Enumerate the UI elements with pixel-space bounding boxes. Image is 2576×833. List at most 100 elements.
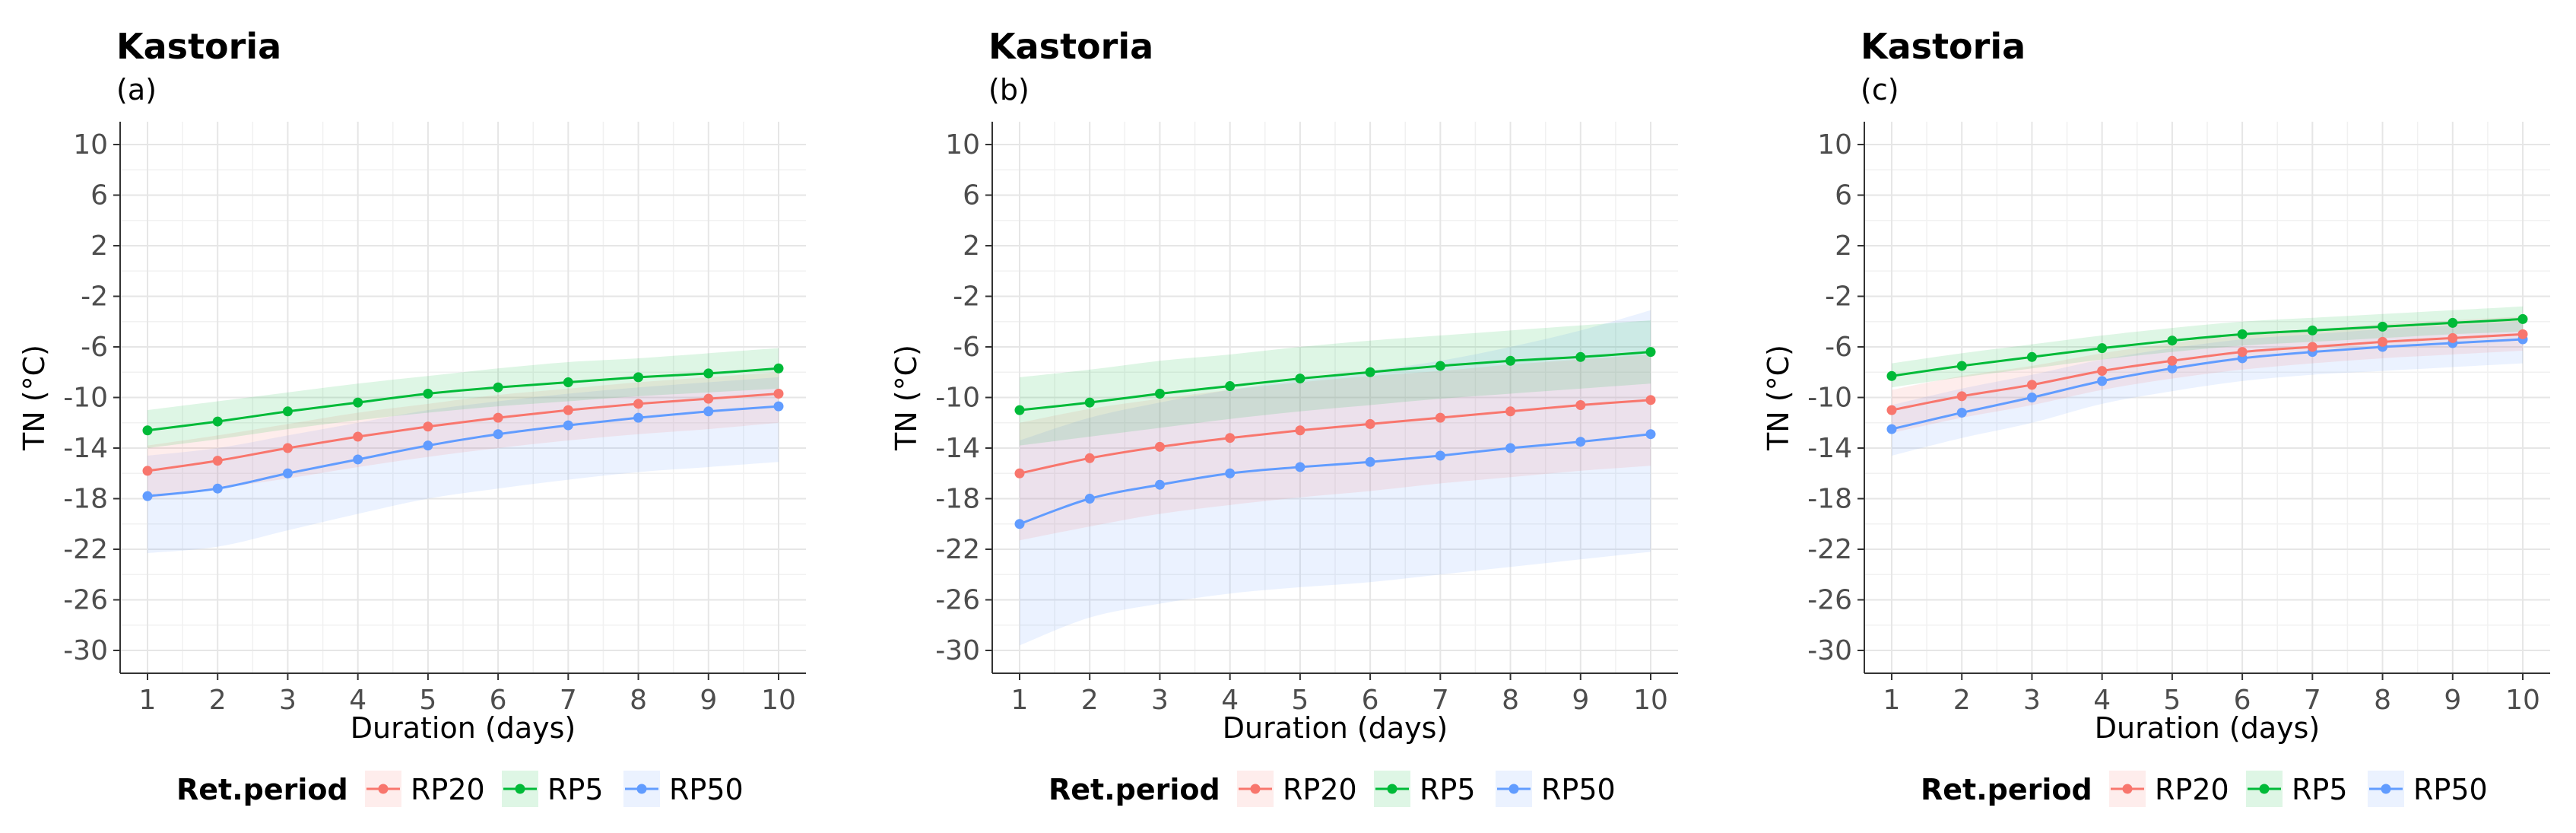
chart-subtitle: (b) xyxy=(988,73,1029,107)
y-tick-label: -22 xyxy=(63,534,108,565)
legend-key-point xyxy=(1250,784,1261,794)
x-tick-label: 9 xyxy=(700,685,717,716)
data-point-rp5 xyxy=(1154,389,1165,399)
data-point-rp20 xyxy=(142,466,153,476)
x-tick-label: 10 xyxy=(1633,685,1668,716)
data-point-rp5 xyxy=(703,368,714,379)
ribbon-rp50 xyxy=(1892,321,2523,456)
x-tick-label: 4 xyxy=(349,685,366,716)
ribbon-rp50 xyxy=(148,377,779,553)
data-point-rp5 xyxy=(282,406,293,417)
y-axis-title: TN (°C) xyxy=(17,345,51,451)
x-tick-label: 7 xyxy=(1432,685,1449,716)
ribbon-rp50 xyxy=(1020,310,1651,646)
data-point-rp50 xyxy=(1225,468,1236,478)
data-point-rp50 xyxy=(1886,424,1897,434)
data-point-rp20 xyxy=(1084,453,1095,463)
data-point-rp20 xyxy=(2026,380,2037,390)
legend-label: RP50 xyxy=(669,773,744,806)
data-point-rp50 xyxy=(493,429,503,440)
y-tick-label: -22 xyxy=(935,534,980,565)
legend: Ret.period RP20 RP5 RP50 xyxy=(1048,771,1616,807)
data-point-rp5 xyxy=(1575,351,1586,362)
data-point-rp50 xyxy=(353,454,363,465)
data-point-rp20 xyxy=(282,443,293,453)
y-tick-label: -14 xyxy=(1807,433,1852,464)
data-point-rp5 xyxy=(2167,335,2178,346)
y-tick-label: -18 xyxy=(935,484,980,515)
y-tick-label: -6 xyxy=(81,332,108,363)
data-point-rp50 xyxy=(1365,456,1375,467)
x-tick-label: 4 xyxy=(1221,685,1239,716)
data-point-rp50 xyxy=(1575,437,1586,447)
y-tick-label: -2 xyxy=(953,281,980,313)
data-point-rp5 xyxy=(423,389,433,399)
data-point-rp5 xyxy=(1084,397,1095,408)
y-tick-label: 6 xyxy=(1835,180,1852,211)
x-tick-label: 4 xyxy=(2093,685,2111,716)
data-point-rp5 xyxy=(1295,374,1305,384)
data-point-rp20 xyxy=(1505,406,1516,417)
ribbon-rp5 xyxy=(148,348,779,448)
y-tick-label: 6 xyxy=(90,180,108,211)
data-point-rp50 xyxy=(423,440,433,451)
series-line-rp50 xyxy=(147,405,779,498)
legend-key-point xyxy=(2381,784,2391,794)
legend-label: RP5 xyxy=(547,773,604,806)
data-point-rp5 xyxy=(1225,381,1236,392)
major-gridlines xyxy=(1864,122,2550,673)
data-point-rp20 xyxy=(563,405,573,415)
data-point-rp50 xyxy=(1295,462,1305,472)
data-point-rp5 xyxy=(563,377,573,388)
data-point-rp20 xyxy=(2167,355,2178,366)
y-tick-label: -26 xyxy=(63,585,108,616)
y-tick-label: 10 xyxy=(73,129,108,161)
y-tick-label: -10 xyxy=(935,383,980,414)
x-tick-label: 9 xyxy=(2444,685,2461,716)
legend-key-point xyxy=(378,784,389,794)
data-point-rp50 xyxy=(1084,494,1095,504)
legend: Ret.period RP20 RP5 RP50 xyxy=(176,771,744,807)
y-tick-label: -30 xyxy=(1807,635,1852,666)
data-point-rp5 xyxy=(2378,321,2388,332)
legend-entry-rp5: RP5 xyxy=(1374,771,1476,807)
data-point-rp50 xyxy=(2167,363,2178,374)
y-tick-label: -18 xyxy=(63,484,108,515)
data-point-rp20 xyxy=(2097,366,2108,377)
data-point-rp20 xyxy=(633,399,644,409)
legend-label: RP50 xyxy=(1541,773,1616,806)
legend: Ret.period RP20 RP5 RP50 xyxy=(1921,771,2488,807)
data-point-rp20 xyxy=(1154,441,1165,452)
legend-entry-rp5: RP5 xyxy=(502,771,604,807)
x-tick-label: 8 xyxy=(2374,685,2391,716)
data-point-rp5 xyxy=(2307,325,2317,335)
ribbon-rp5 xyxy=(1020,320,1651,446)
x-tick-label: 1 xyxy=(1883,685,1901,716)
x-tick-label: 2 xyxy=(1081,685,1099,716)
x-tick-label: 7 xyxy=(560,685,577,716)
legend-key-point xyxy=(1508,784,1519,794)
data-point-rp5 xyxy=(2517,313,2528,324)
data-point-rp50 xyxy=(2026,393,2037,402)
data-point-rp5 xyxy=(1886,370,1897,381)
x-tick-label: 8 xyxy=(1502,685,1519,716)
data-point-rp20 xyxy=(212,456,223,466)
series-line-rp20 xyxy=(147,393,779,472)
data-point-rp5 xyxy=(1645,347,1656,358)
x-axis-title: Duration (days) xyxy=(2095,711,2320,745)
x-axis-title: Duration (days) xyxy=(351,711,576,745)
legend-key-point xyxy=(1387,784,1397,794)
data-point-rp20 xyxy=(1295,425,1305,436)
chart-title: Kastoria xyxy=(988,26,1153,67)
data-point-rp50 xyxy=(563,420,573,431)
data-point-rp20 xyxy=(1956,391,1967,402)
data-point-rp50 xyxy=(2097,376,2108,386)
legend-label: RP50 xyxy=(2413,773,2488,806)
data-point-rp50 xyxy=(1154,479,1165,490)
x-tick-label: 7 xyxy=(2304,685,2321,716)
data-point-rp20 xyxy=(2307,342,2317,352)
minor-gridlines xyxy=(992,122,1678,673)
legend-label: RP5 xyxy=(2292,773,2348,806)
legend-entry-rp20: RP20 xyxy=(2109,771,2229,807)
y-tick-label: -30 xyxy=(935,635,980,666)
